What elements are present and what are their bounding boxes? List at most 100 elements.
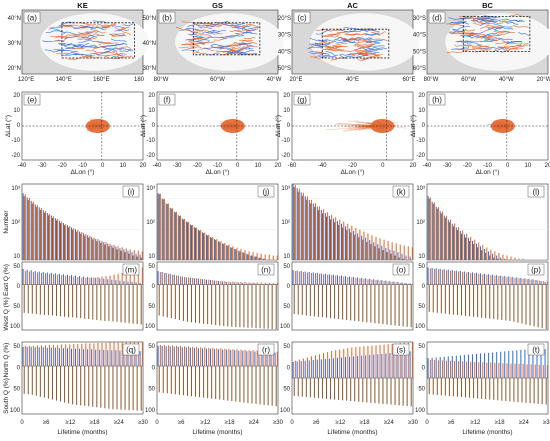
bar: [482, 274, 484, 285]
bar: [42, 347, 44, 366]
bar: [238, 350, 240, 366]
bar: [520, 349, 522, 378]
bar: [96, 241, 98, 260]
bar: [353, 231, 355, 260]
bar: [120, 284, 122, 323]
bar: [546, 365, 548, 378]
bar: [167, 345, 169, 366]
bar: [374, 246, 376, 260]
bar: [451, 356, 453, 378]
bar: [180, 215, 182, 260]
bar: [350, 284, 352, 321]
bar: [32, 345, 34, 366]
bar: [486, 362, 488, 378]
scatter-y-tick: 20: [148, 93, 155, 99]
bar: [230, 247, 232, 260]
eddy-track: [204, 46, 224, 50]
bar: [215, 239, 217, 260]
bar: [111, 245, 113, 260]
eddy-track: [62, 44, 76, 50]
eddy-track: [55, 52, 69, 55]
bar-y-tick: 50: [283, 264, 290, 270]
bar: [377, 354, 379, 378]
bar: [267, 366, 269, 406]
eddy-track: [313, 56, 328, 59]
bar: [521, 378, 523, 403]
map-lat-tick: 50°S: [278, 66, 291, 72]
bar: [103, 242, 105, 260]
bar-y-tick: 0: [17, 284, 21, 290]
bar: [536, 280, 538, 285]
bar: [332, 358, 334, 378]
bar: [379, 280, 381, 285]
eddy-track: [194, 29, 212, 33]
bar: [395, 282, 397, 285]
bar: [528, 278, 530, 285]
north-y-label: North Q (%): [3, 343, 10, 378]
bar: [474, 273, 476, 285]
bar: [161, 198, 163, 260]
bar: [366, 284, 368, 323]
scatter-x-tick: 10: [119, 163, 126, 169]
bar: [439, 268, 441, 285]
bar: [195, 366, 197, 397]
bar: [26, 346, 28, 366]
bar: [330, 284, 332, 319]
bar: [432, 203, 434, 260]
eddy-track: [238, 46, 251, 49]
eddy-track: [477, 18, 494, 22]
bar: [117, 246, 119, 260]
bar: [439, 357, 441, 378]
panel-label: (b): [162, 14, 172, 23]
bar: [80, 233, 82, 260]
bar: [504, 258, 506, 260]
bar: [427, 196, 429, 260]
bar: [107, 350, 109, 366]
bar: [28, 345, 30, 366]
bar: [493, 257, 495, 260]
bar: [347, 348, 349, 378]
bar: [502, 254, 504, 260]
bar: [112, 366, 114, 410]
bar: [36, 345, 38, 366]
bar-y-tick: 10²: [281, 220, 290, 226]
eddy-track: [505, 42, 522, 45]
panel-label: (a): [27, 14, 37, 23]
bar: [104, 284, 106, 321]
bar: [188, 346, 190, 366]
bar: [428, 284, 430, 312]
bar: [184, 346, 186, 366]
eddy-track: [227, 51, 242, 55]
bar: [490, 249, 492, 260]
eddy-track: [105, 56, 122, 60]
bar: [192, 346, 194, 366]
bar: [124, 252, 126, 260]
bar: [195, 228, 197, 260]
scatter-x-tick: -40: [318, 163, 327, 169]
bar: [433, 202, 435, 260]
bar: [66, 348, 68, 366]
bar: [87, 235, 89, 260]
eddy-track: [233, 42, 246, 45]
bar: [192, 277, 194, 285]
bar: [97, 239, 99, 260]
bar: [343, 276, 345, 285]
bar: [310, 356, 312, 378]
bar: [402, 284, 404, 327]
eddy-track: [512, 24, 529, 28]
bar: [111, 350, 113, 366]
bar: [208, 347, 210, 366]
bar: [240, 281, 242, 285]
bar: [504, 351, 506, 378]
bar: [358, 284, 360, 322]
bar: [456, 378, 458, 397]
bar: [476, 243, 478, 260]
eddy-track: [367, 45, 385, 48]
bar: [294, 360, 296, 378]
bar: [401, 253, 403, 260]
eddy-track: [499, 20, 514, 24]
panel-label-box: [122, 343, 140, 356]
bar: [506, 363, 508, 378]
bar: [462, 230, 464, 260]
scatter-y-tick: 0: [422, 123, 426, 129]
